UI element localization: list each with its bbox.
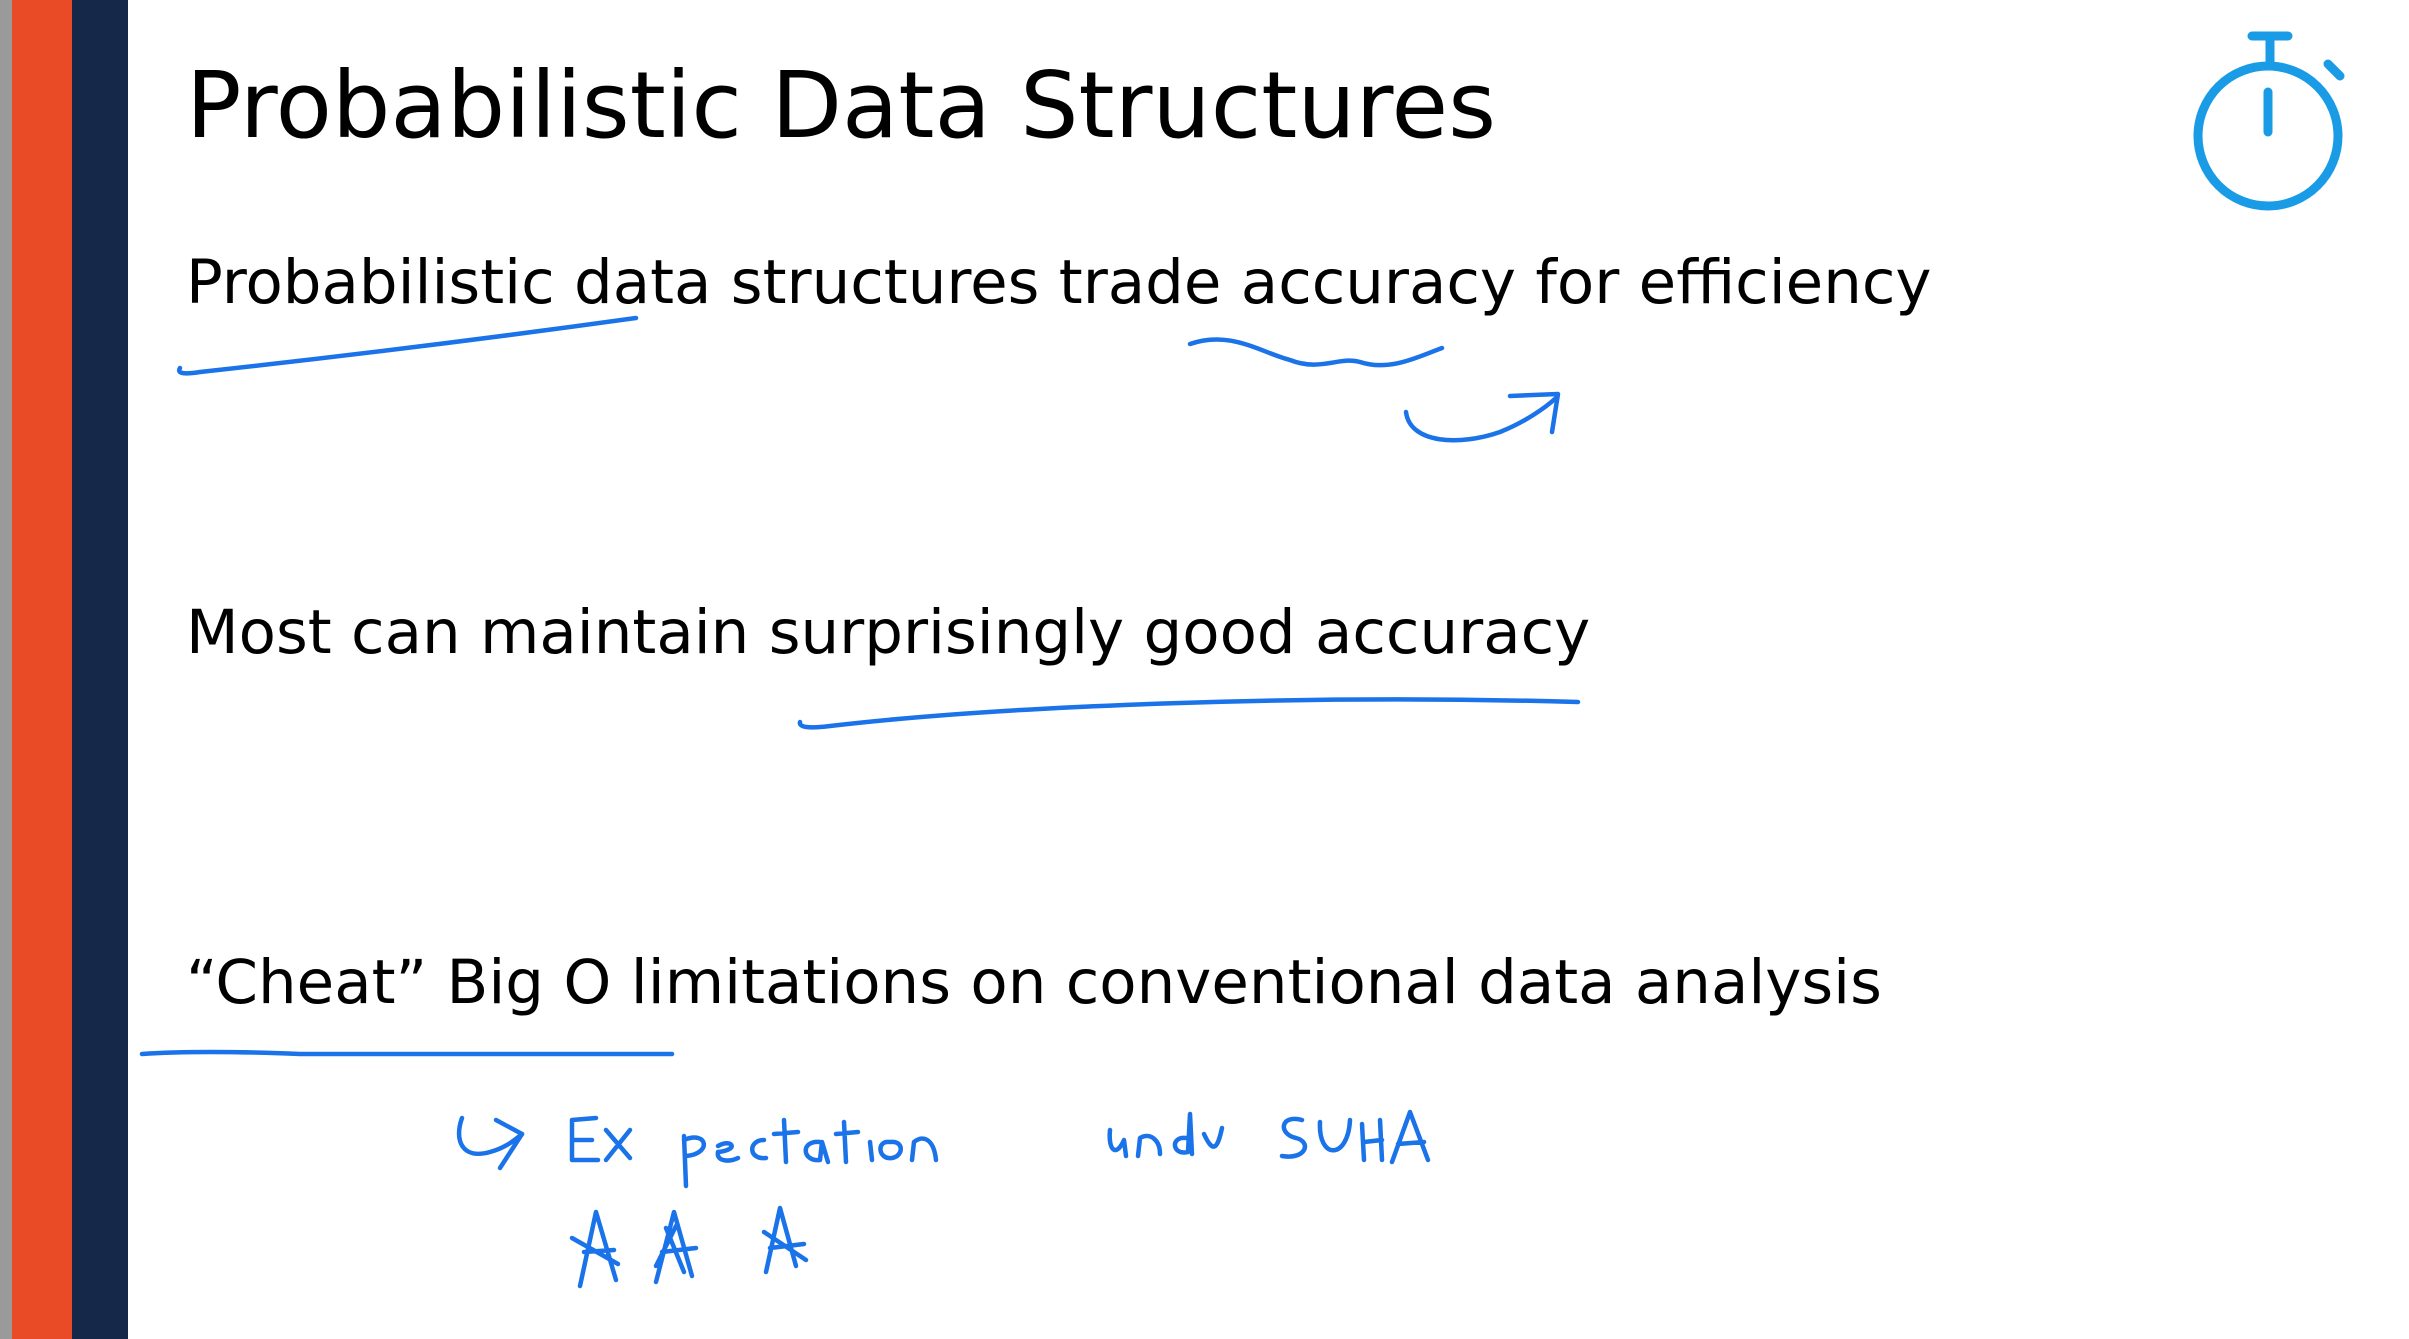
stopwatch-icon bbox=[2193, 31, 2345, 211]
left-edge-strip bbox=[0, 0, 12, 1339]
ink-crossed-a-1 bbox=[569, 1209, 621, 1289]
ink-crossed-a-2 bbox=[653, 1209, 699, 1285]
ink-hook-arrow bbox=[456, 1115, 525, 1156]
ink-word-expectation bbox=[569, 1115, 939, 1189]
ink-word-under bbox=[1107, 1111, 1225, 1159]
ink-curved-arrow bbox=[1403, 395, 1559, 443]
bullet-big-o: “Cheat” Big O limitations on conventiona… bbox=[186, 947, 1882, 1018]
ink-underline-probabilistic bbox=[176, 315, 639, 376]
ink-arrowhead bbox=[1507, 391, 1561, 435]
bullet-tradeoff: Probabilistic data structures trade accu… bbox=[186, 247, 1932, 318]
ink-crossed-a-3 bbox=[761, 1205, 809, 1275]
ink-hook-arrowhead bbox=[493, 1117, 525, 1171]
ink-underline-good-accuracy bbox=[797, 697, 1581, 730]
ink-squiggle-accuracy bbox=[1187, 337, 1445, 368]
ink-underline-cheat bbox=[139, 1049, 675, 1057]
bullet-accuracy: Most can maintain surprisingly good accu… bbox=[186, 597, 1591, 668]
ink-word-suha bbox=[1279, 1109, 1431, 1165]
slide-title: Probabilistic Data Structures bbox=[186, 52, 1497, 159]
orange-accent-bar bbox=[12, 0, 72, 1339]
navy-accent-bar bbox=[72, 0, 128, 1339]
